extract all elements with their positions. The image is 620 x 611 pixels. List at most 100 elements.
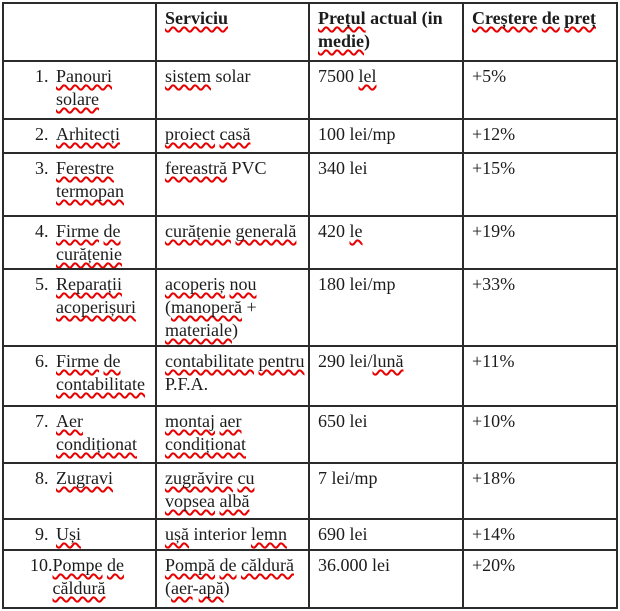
service-cell: zugrăvire cu vopsea albă: [155, 462, 310, 520]
category-label: Pompe de căldură: [53, 554, 153, 600]
row-number: 3.: [35, 158, 49, 178]
row-number: 1.: [35, 66, 49, 86]
table-row: 5. Reparații acoperișuri acoperiș nou (man…: [2, 268, 618, 347]
numbered-category: 8. Zugravi: [12, 467, 152, 490]
misspelled-word: generală: [235, 221, 297, 241]
price-cell: 650 lei: [308, 405, 464, 464]
table-row: 10. Pompe de căldură Pompă de căldură (aer…: [2, 549, 618, 609]
misspelled-word: le: [349, 221, 363, 241]
table-row: 7. Aer condiționat montaj aer condiționat 6…: [2, 405, 618, 464]
service-cell: contabilitate pentru P.F.A.: [155, 345, 310, 407]
misspelled-word: de: [103, 351, 121, 371]
misspelled-word: condiționat: [56, 434, 137, 454]
misspelled-word: manoperă: [171, 297, 242, 317]
misspelled-word: căldură: [52, 578, 106, 598]
category-cell: 7. Aer condiționat: [2, 405, 157, 464]
category-cell: 6. Firme de contabilitate: [2, 345, 157, 407]
misspelled-word: curățenie: [56, 244, 122, 264]
increase-cell: +33%: [462, 268, 618, 347]
row-number: 8.: [35, 468, 49, 488]
misspelled-word: acoperiș: [165, 274, 225, 294]
category-label: Firme de curățenie: [56, 220, 152, 266]
service-cell: Pompă de căldură (aer-apă): [155, 549, 310, 609]
numbered-category: 7. Aer condiționat: [12, 410, 152, 456]
misspelled-word: contabilitate: [165, 351, 254, 371]
misspelled-word: lel: [358, 66, 377, 86]
misspelled-word: acoperișuri: [56, 297, 136, 317]
service-cell: ușă interior lemn: [155, 518, 310, 551]
misspelled-word: de: [107, 555, 125, 575]
category-cell: 3. Ferestre termopan: [2, 152, 157, 217]
misspelled-word: Panouri: [56, 66, 112, 86]
misspelled-word: pentru: [258, 351, 305, 371]
misspelled-word: materiale: [165, 320, 232, 340]
row-number: 9.: [35, 524, 49, 544]
increase-cell: +5%: [462, 60, 618, 120]
price-cell: 690 lei: [308, 518, 464, 551]
misspelled-word: Prețul: [318, 8, 366, 28]
category-label: Aer condiționat: [56, 410, 152, 456]
misspelled-word: casă: [219, 124, 251, 144]
misspelled-word: proiect: [165, 124, 215, 144]
numbered-category: 6. Firme de contabilitate: [12, 350, 152, 396]
category-cell: 10. Pompe de căldură: [2, 549, 157, 609]
misspelled-word: zugrăvire: [165, 468, 233, 488]
price-cell: 100 lei/mp: [308, 118, 464, 154]
misspelled-word: Reparații: [56, 274, 122, 294]
category-cell: 2. Arhitecți: [2, 118, 157, 154]
category-cell: 9. Uși: [2, 518, 157, 551]
misspelled-word: lemn: [250, 524, 287, 544]
service-cell: sistem solar: [155, 60, 310, 120]
table-row: 1. Panouri solare sistem solar 7500 lel +5%: [2, 60, 618, 120]
price-cell: 420 le: [308, 215, 464, 270]
service-cell: curățenie generală: [155, 215, 310, 270]
increase-cell: +18%: [462, 462, 618, 520]
category-label: Arhitecți: [56, 123, 152, 146]
misspelled-word: de: [103, 221, 121, 241]
numbered-category: 5. Reparații acoperișuri: [12, 273, 152, 319]
misspelled-word: Zugravi: [56, 468, 113, 488]
table-row: 2. Arhitecți proiect casă 100 lei/mp +12%: [2, 118, 618, 154]
numbered-category: 4. Firme de curățenie: [12, 220, 152, 266]
service-cell: montaj aer condiționat: [155, 405, 310, 464]
category-label: Zugravi: [56, 467, 152, 490]
misspelled-word: nou: [229, 274, 257, 294]
misspelled-word: termopan: [56, 181, 124, 201]
misspelled-word: Aer: [56, 411, 83, 431]
row-number: 10.: [30, 555, 53, 575]
increase-cell: +10%: [462, 405, 618, 464]
misspelled-word: curățenie: [165, 221, 231, 241]
numbered-category: 1. Panouri solare: [12, 65, 152, 111]
price-cell: 7500 lel: [308, 60, 464, 120]
price-cell: 36.000 lei: [308, 549, 464, 609]
misspelled-word: Firme: [56, 351, 99, 371]
misspelled-word: Pompă: [165, 555, 216, 575]
increase-cell: +19%: [462, 215, 618, 270]
row-number: 7.: [35, 411, 49, 431]
misspelled-word: apă: [198, 578, 224, 598]
numbered-category: 2. Arhitecți: [12, 123, 152, 146]
category-label: Firme de contabilitate: [56, 350, 152, 396]
misspelled-word: vopsea: [165, 491, 215, 511]
category-label: Uși: [56, 523, 152, 546]
misspelled-word: montaj: [165, 411, 215, 431]
misspelled-word: fereastră: [165, 158, 227, 178]
table-row: 8. Zugravi zugrăvire cu vopsea albă 7 lei/m…: [2, 462, 618, 520]
service-cell: acoperiș nou (manoperă + materiale): [155, 268, 310, 347]
misspelled-word: solare: [56, 89, 99, 109]
numbered-category: 9. Uși: [12, 523, 152, 546]
increase-cell: +15%: [462, 152, 618, 217]
service-cell: fereastră PVC: [155, 152, 310, 217]
category-label: Reparații acoperișuri: [56, 273, 152, 319]
row-number: 2.: [35, 124, 49, 144]
numbered-category: 3. Ferestre termopan: [12, 157, 152, 203]
price-cell: 290 lei/lună: [308, 345, 464, 407]
category-label: Ferestre termopan: [56, 157, 152, 203]
increase-cell: +12%: [462, 118, 618, 154]
misspelled-word: ușă: [165, 524, 189, 544]
service-cell: proiect casă: [155, 118, 310, 154]
misspelled-word: Ferestre: [56, 158, 114, 178]
price-cell: 180 lei/mp: [308, 268, 464, 347]
column-header-pret-actual: Prețul actual (in medie): [308, 2, 464, 62]
table-row: 4. Firme de curățenie curățenie generală 42…: [2, 215, 618, 270]
